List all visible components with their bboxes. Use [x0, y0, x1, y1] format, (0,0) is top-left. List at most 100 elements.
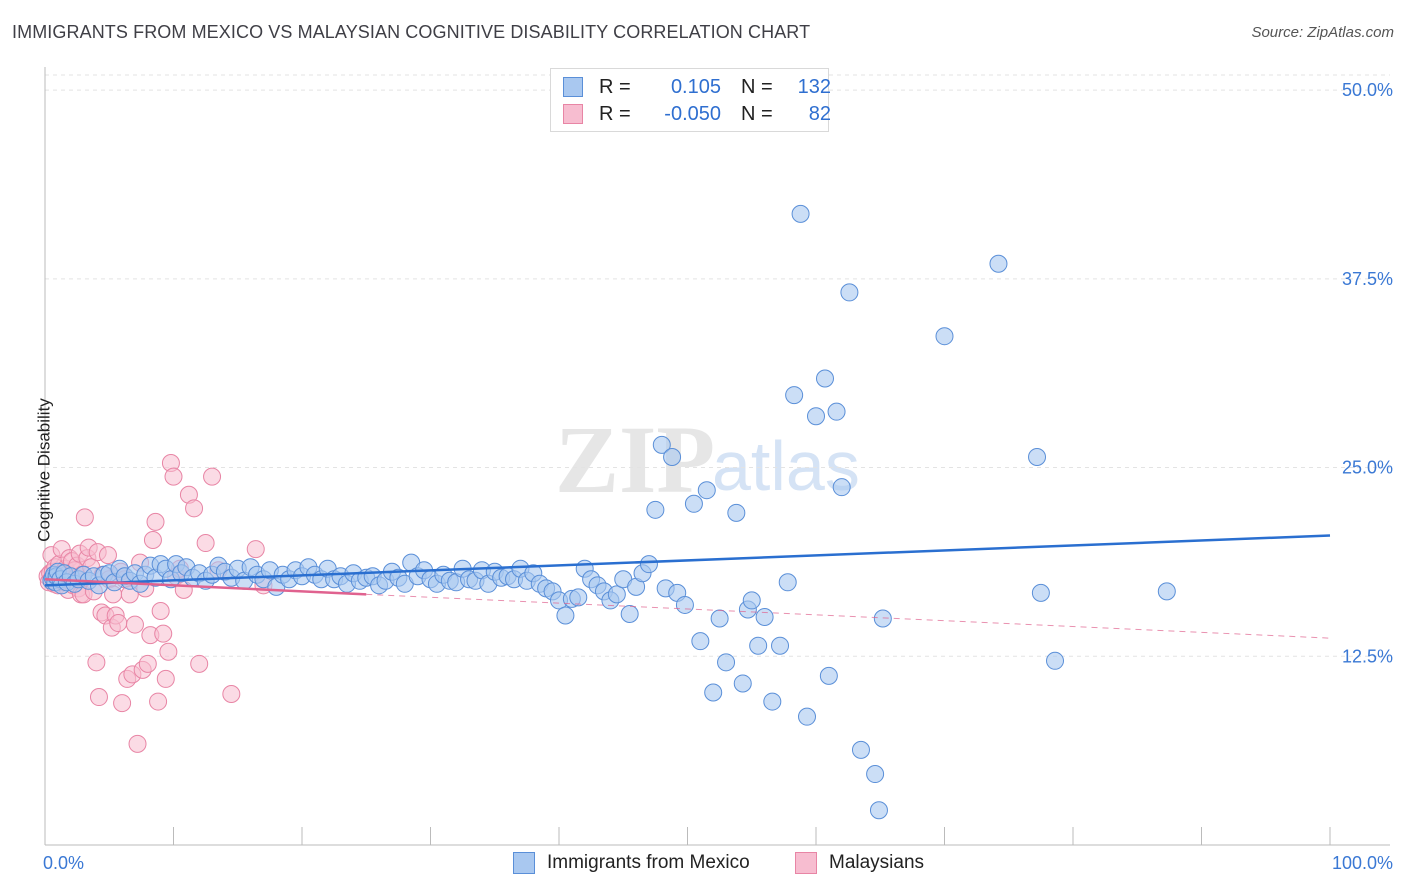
malaysian-point — [149, 692, 168, 711]
mexico-point — [851, 740, 870, 759]
bottom-swatch-malaysians — [795, 852, 817, 874]
y-tick-label: 25.0% — [1342, 458, 1393, 478]
mexico-point — [710, 609, 729, 628]
malaysian-point — [246, 540, 265, 559]
zipatlas-watermark: ZIP atlas — [555, 406, 860, 513]
mexico-point — [639, 555, 658, 574]
mexico-point — [556, 606, 575, 625]
mexico-point — [646, 500, 665, 519]
bottom-legend-malaysians: Malaysians — [795, 852, 924, 874]
chart-source: Source: ZipAtlas.com — [1251, 24, 1394, 41]
mexico-point — [815, 369, 834, 388]
mexico-point — [827, 402, 846, 421]
bottom-legend-label-mexico: Immigrants from Mexico — [547, 852, 750, 873]
mexico-point — [832, 478, 851, 497]
mexico-point — [691, 632, 710, 651]
malaysian-point — [125, 615, 144, 634]
mexico-point — [840, 283, 859, 302]
mexico-point — [569, 588, 588, 607]
y-tick-label: 50.0% — [1342, 80, 1393, 100]
legend-r-value: 0.105 — [670, 75, 721, 98]
malaysian-point — [164, 467, 183, 486]
mexico-point — [684, 494, 703, 513]
malaysian-point — [185, 499, 204, 518]
trend-lines — [44, 534, 1331, 639]
mexico-point — [733, 674, 752, 693]
mexico-trend-line — [44, 534, 1331, 587]
malaysians-points — [38, 454, 273, 753]
mexico-point — [819, 666, 838, 685]
mexico-point — [663, 447, 682, 466]
malaysian-point — [98, 546, 117, 565]
mexico-point — [749, 636, 768, 655]
mexico-point — [798, 707, 817, 726]
mexico-point — [771, 636, 790, 655]
malaysian-point — [143, 531, 162, 550]
malaysian-point — [75, 508, 94, 527]
x-tick-label: 100.0% — [1332, 853, 1393, 873]
mexico-point — [791, 204, 810, 223]
y-axis-label: Cognitive Disability — [34, 398, 54, 542]
malaysians-trend-extension — [366, 593, 1331, 639]
malaysian-point — [128, 734, 147, 753]
legend-n-label: N = — [741, 102, 773, 125]
legend-row-mexico: R = 0.105 N = 132 — [563, 74, 831, 100]
malaysian-point — [190, 654, 209, 673]
mexico-point — [935, 327, 954, 346]
mexico-point — [763, 692, 782, 711]
malaysian-point — [159, 642, 178, 661]
legend-n-value: 132 — [797, 75, 831, 98]
malaysian-point — [203, 467, 222, 486]
bottom-legend-mexico: Immigrants from Mexico — [513, 852, 750, 874]
malaysian-point — [146, 512, 165, 531]
mexico-point — [869, 801, 888, 820]
malaysian-point — [113, 694, 132, 713]
malaysians-trend-line — [44, 578, 367, 596]
y-tick-label: 37.5% — [1342, 269, 1393, 289]
legend-n-value: 82 — [808, 102, 831, 125]
mexico-point — [727, 503, 746, 522]
bottom-swatch-mexico — [513, 852, 535, 874]
x-tick-label: 0.0% — [43, 853, 84, 873]
mexico-point — [755, 608, 774, 627]
malaysian-point — [196, 534, 215, 553]
mexico-point — [1157, 582, 1176, 601]
malaysian-point — [222, 685, 241, 704]
legend-row-malaysians: R = -0.050 N = 82 — [563, 101, 831, 127]
mexico-point — [620, 605, 639, 623]
mexico-point — [866, 765, 885, 784]
malaysian-point — [154, 624, 173, 643]
mexico-point — [607, 585, 626, 604]
chart-title: IMMIGRANTS FROM MEXICO VS MALAYSIAN COGN… — [12, 22, 811, 42]
legend-r-label: R = — [599, 75, 631, 98]
malaysian-point — [89, 688, 108, 707]
malaysian-point — [151, 601, 170, 620]
y-tick-label: 12.5% — [1342, 646, 1393, 666]
mexico-point — [989, 254, 1008, 273]
mexico-point — [717, 653, 736, 672]
legend-n-label: N = — [741, 75, 773, 98]
tick-labels: 12.5% 25.0% 37.5% 50.0% 0.0% 100.0% — [43, 80, 1393, 873]
mexico-point — [785, 386, 804, 405]
legend-r-value: -0.050 — [664, 102, 721, 125]
legend-swatch-malaysians — [563, 104, 583, 124]
correlation-legend: R = 0.105 N = 132 R = -0.050 N = 82 — [550, 68, 831, 132]
malaysian-point — [138, 654, 157, 673]
watermark-zip: ZIP — [555, 406, 715, 513]
mexico-point — [1031, 583, 1050, 602]
mexico-point — [1028, 447, 1047, 466]
mexico-point — [778, 573, 797, 592]
mexico-point — [675, 595, 694, 614]
mexico-point — [697, 481, 716, 500]
bottom-legend-label-malaysians: Malaysians — [829, 852, 925, 873]
malaysian-point — [156, 669, 175, 688]
mexico-point — [704, 683, 723, 702]
mexico-point — [742, 591, 761, 610]
mexico-point — [652, 435, 671, 454]
mexico-point — [873, 609, 892, 628]
legend-swatch-mexico — [563, 77, 583, 97]
legend-r-label: R = — [599, 102, 631, 125]
mexico-point — [1046, 651, 1065, 670]
malaysian-point — [109, 614, 128, 633]
